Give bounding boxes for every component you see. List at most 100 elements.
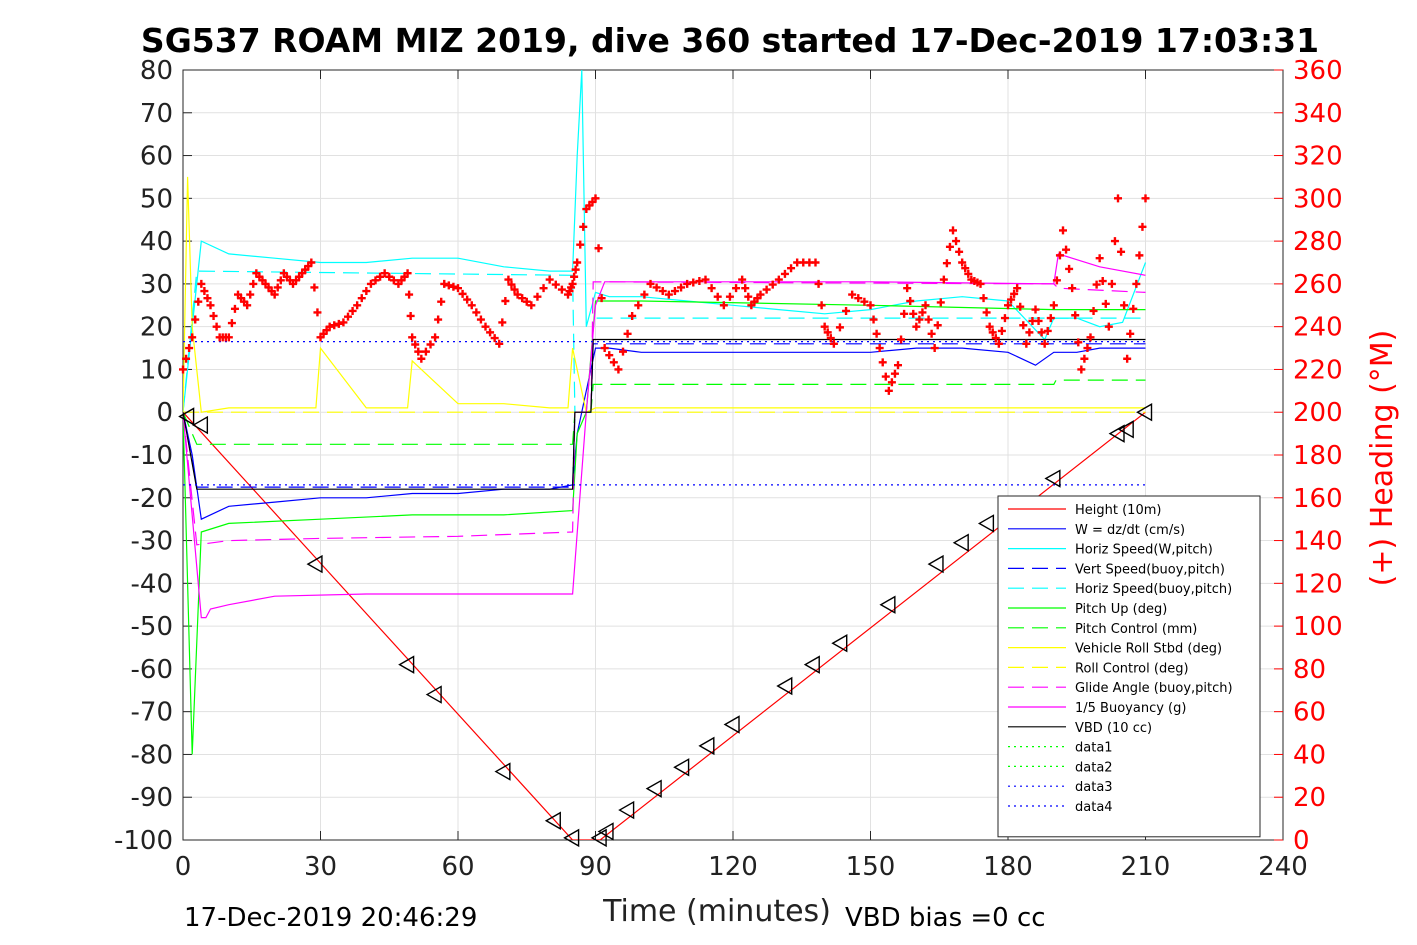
heading-point	[689, 278, 698, 287]
heading-point	[780, 269, 789, 278]
y-right-tick-label: 200	[1293, 398, 1343, 428]
heading-point	[1138, 222, 1147, 231]
heading-point	[1034, 316, 1043, 325]
heading-point	[640, 290, 649, 299]
legend-entry-label: W = dz/dt (cm/s)	[1075, 523, 1185, 538]
height-marker	[952, 533, 969, 552]
heading-point	[903, 284, 912, 293]
series-pitch-up-deg	[183, 300, 1146, 755]
heading-point	[829, 339, 838, 348]
height-marker	[645, 779, 662, 798]
y-tick-label: 40	[140, 227, 173, 257]
heading-point	[881, 372, 890, 381]
height-marker	[698, 736, 715, 756]
series-vehicle-roll-stbd-deg	[183, 176, 1146, 414]
x-tick-label: 180	[983, 852, 1033, 882]
heading-point	[664, 290, 673, 299]
y-tick-label: -40	[131, 569, 173, 599]
heading-point	[313, 308, 322, 317]
heading-point	[994, 339, 1003, 348]
legend-entry-label: Pitch Up (deg)	[1075, 602, 1167, 617]
heading-point	[444, 281, 453, 290]
y-right-tick-label: 300	[1293, 184, 1343, 214]
heading-point	[942, 259, 951, 268]
heading-point	[1135, 251, 1144, 260]
height-marker	[544, 811, 561, 830]
heading-point	[1126, 329, 1135, 338]
heading-point	[389, 276, 398, 285]
heading-point	[594, 244, 603, 253]
height-marker	[1136, 403, 1153, 422]
height-marker	[723, 715, 740, 734]
x-tick-label: 90	[579, 852, 612, 882]
legend-entry-label: Height (10m)	[1075, 503, 1161, 518]
height-marker	[776, 676, 793, 696]
legend-box	[997, 495, 1261, 838]
x-axis-ticks: 0 30 60 90 120 150 180 210 240	[175, 70, 1308, 882]
heading-point	[924, 315, 933, 324]
heading-point	[579, 222, 588, 231]
heading-point	[230, 304, 239, 313]
height-marker	[178, 407, 195, 426]
heading-point	[504, 275, 513, 284]
height-marker	[191, 415, 209, 435]
heading-point	[1040, 339, 1049, 348]
heading-point	[353, 301, 362, 310]
heading-point	[976, 279, 985, 288]
heading-point	[652, 283, 661, 292]
heading-point	[182, 354, 191, 363]
heading-point	[741, 284, 750, 293]
heading-point	[557, 285, 566, 294]
height-marker	[597, 822, 614, 841]
heading-point	[1013, 284, 1022, 293]
heading-point	[1068, 284, 1077, 293]
legend-entry-label: data2	[1075, 760, 1113, 775]
heading-point	[591, 194, 600, 203]
heading-point	[1019, 321, 1028, 330]
series-vbd-10-cc	[183, 338, 1146, 490]
heading-point	[918, 308, 927, 317]
heading-point	[614, 365, 623, 374]
heading-point	[227, 319, 236, 328]
heading-point	[823, 328, 832, 337]
heading-point	[949, 226, 957, 235]
y-right-tick-label: 340	[1293, 99, 1343, 129]
heading-point	[906, 297, 915, 305]
heading-point	[988, 328, 997, 337]
heading-point	[1110, 237, 1119, 246]
heading-point	[357, 294, 366, 303]
y-right-tick-label: 60	[1293, 698, 1326, 728]
heading-point	[224, 333, 233, 342]
height-marker	[618, 800, 635, 820]
y-tick-label: -80	[131, 740, 173, 770]
height-marker	[1044, 469, 1061, 488]
x-tick-label: 120	[708, 852, 758, 882]
x-tick-label: 210	[1121, 852, 1171, 882]
heading-point	[619, 347, 627, 356]
y-right-tick-label: 80	[1293, 655, 1326, 685]
heading-point	[884, 386, 893, 395]
heading-point	[820, 322, 829, 331]
heading-point	[495, 339, 504, 348]
heading-point	[1059, 226, 1067, 235]
heading-point	[952, 237, 961, 246]
heading-point	[431, 333, 440, 342]
heading-point	[683, 279, 692, 288]
x-tick-label: 60	[441, 852, 474, 882]
heading-point	[191, 315, 200, 324]
heading-point	[273, 283, 282, 292]
heading-point	[1080, 354, 1089, 363]
heading-point	[961, 264, 970, 273]
heading-point	[1037, 328, 1046, 337]
heading-point	[1077, 365, 1086, 374]
y-tick-label: -10	[131, 441, 173, 471]
heading-point	[842, 306, 851, 315]
heading-point	[570, 272, 579, 281]
heading-point	[725, 292, 734, 301]
heading-point	[1101, 299, 1110, 308]
heading-point	[276, 276, 285, 285]
y-right-tick-label: 0	[1293, 826, 1310, 856]
series-lines	[183, 70, 1147, 840]
heading-point	[440, 279, 449, 288]
